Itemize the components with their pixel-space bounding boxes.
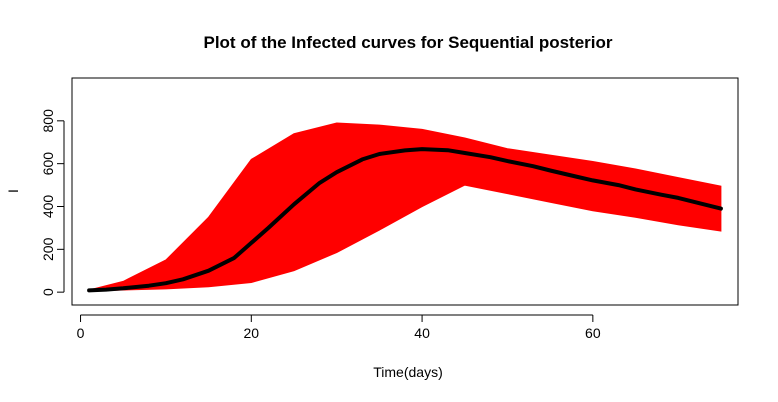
y-tick-label: 200 bbox=[40, 237, 56, 261]
y-axis: 0 200 400 600 800 bbox=[40, 109, 65, 296]
y-tick-label: 400 bbox=[40, 195, 56, 219]
y-tick-label: 0 bbox=[40, 288, 56, 296]
x-tick-label: 40 bbox=[414, 325, 430, 341]
y-tick-label: 600 bbox=[40, 152, 56, 176]
x-tick-label: 0 bbox=[77, 325, 85, 341]
x-axis-label: Time(days) bbox=[373, 364, 443, 380]
trajectory-band bbox=[88, 122, 722, 292]
x-tick-label: 60 bbox=[585, 325, 601, 341]
y-axis-label: I bbox=[5, 189, 21, 193]
plot-frame bbox=[71, 77, 739, 306]
mean-line-0 bbox=[87, 147, 723, 293]
plot-area bbox=[87, 122, 723, 293]
x-axis: 0 20 40 60 bbox=[77, 314, 601, 341]
chart-title: Plot of the Infected curves for Sequenti… bbox=[203, 33, 612, 52]
x-tick-label: 20 bbox=[244, 325, 260, 341]
y-tick-label: 800 bbox=[40, 109, 56, 133]
